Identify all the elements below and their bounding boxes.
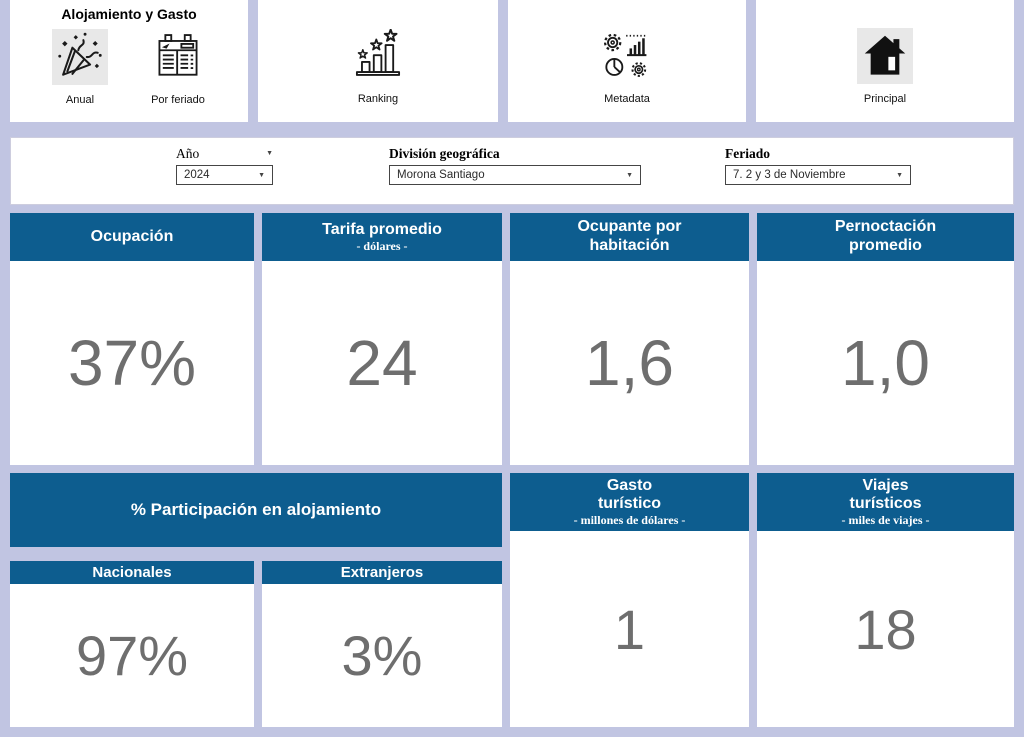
division-slicer-label: División geográfica	[389, 145, 500, 161]
chevron-down-icon: ▼	[626, 171, 633, 179]
participation-value-extranjeros: 3%	[341, 624, 423, 687]
party-popper-icon	[52, 29, 108, 85]
kpi-header-ocupacion: Ocupación	[10, 213, 254, 261]
nav-panel-ranking: Ranking	[258, 0, 498, 122]
participation-header: % Participación en alojamiento	[10, 473, 502, 547]
holiday-slicer: Feriado 7. 2 y 3 de Noviembre ▼	[725, 145, 911, 185]
year-dropdown-value: 2024	[184, 169, 210, 181]
nav-label-metadata: Metadata	[604, 93, 650, 105]
nav-button-por-feriado[interactable]: Por feriado	[150, 29, 206, 106]
holiday-slicer-label: Feriado	[725, 145, 770, 161]
division-slicer: División geográfica Morona Santiago ▼	[389, 145, 641, 185]
kpi-row: Ocupación 37% Tarifa promedio - dólares …	[10, 213, 1014, 465]
chevron-down-icon: ▼	[258, 171, 265, 179]
nav-panel-principal: Principal	[756, 0, 1014, 122]
nav-button-principal[interactable]: Principal	[857, 28, 913, 105]
kpi-card-ocupacion: Ocupación 37%	[10, 213, 254, 465]
holiday-dropdown[interactable]: 7. 2 y 3 de Noviembre ▼	[725, 165, 911, 185]
calendar-board-icon	[150, 29, 206, 85]
nav-button-anual[interactable]: Anual	[52, 29, 108, 106]
nav-label-anual: Anual	[65, 94, 95, 106]
participation-section: % Participación en alojamiento Nacionale…	[10, 473, 502, 727]
kpi-value-gasto-turistico: 1	[613, 597, 646, 661]
participation-grid: Nacionales 97% Extranjeros 3%	[10, 561, 502, 727]
kpi-card-gasto-turistico: Gasto turístico - millones de dólares - …	[510, 473, 749, 727]
division-dropdown[interactable]: Morona Santiago ▼	[389, 165, 641, 185]
participation-value-nacionales: 97%	[75, 624, 189, 687]
chevron-down-icon[interactable]: ▼	[266, 149, 273, 157]
kpi-value-ocupacion: 37%	[67, 327, 197, 399]
gears-charts-icon	[599, 28, 655, 84]
kpi-value-pernoctacion-promedio: 1,0	[841, 327, 930, 399]
filter-bar: Año ▼ 2024 ▼ División geográfica Morona …	[10, 137, 1014, 205]
ranking-bars-stars-icon	[350, 28, 406, 84]
kpi-card-viajes-turisticos: Viajes turísticos - miles de viajes - 18	[757, 473, 1014, 727]
year-slicer: Año ▼ 2024 ▼	[176, 145, 273, 185]
nav-label-principal: Principal	[863, 93, 907, 105]
kpi-value-tarifa-promedio: 24	[346, 327, 418, 399]
division-dropdown-value: Morona Santiago	[397, 169, 485, 181]
home-icon	[857, 28, 913, 84]
nav-buttons-row: Anual	[10, 22, 248, 116]
kpi-header-pernoctacion-promedio: Pernoctación promedio	[757, 213, 1014, 261]
holiday-dropdown-value: 7. 2 y 3 de Noviembre	[733, 169, 846, 181]
nav-label-ranking: Ranking	[357, 93, 399, 105]
chevron-down-icon: ▼	[896, 171, 903, 179]
nav-label-por-feriado: Por feriado	[151, 94, 205, 106]
year-dropdown[interactable]: 2024 ▼	[176, 165, 273, 185]
kpi-card-ocupante-por-habitacion: Ocupante por habitación 1,6	[510, 213, 749, 465]
year-slicer-label: Año ▼	[176, 145, 273, 161]
nav-panel-alojamiento: Alojamiento y Gasto	[10, 0, 248, 122]
bottom-row: % Participación en alojamiento Nacionale…	[10, 473, 1014, 727]
nav-button-ranking[interactable]: Ranking	[350, 28, 406, 105]
participation-label-extranjeros: Extranjeros	[262, 561, 502, 584]
kpi-header-tarifa-promedio: Tarifa promedio - dólares -	[262, 213, 502, 261]
participation-card-extranjeros: Extranjeros 3%	[262, 561, 502, 727]
kpi-header-viajes-turisticos: Viajes turísticos - miles de viajes -	[757, 473, 1014, 531]
kpi-value-ocupante-por-habitacion: 1,6	[585, 327, 674, 399]
nav-button-metadata[interactable]: Metadata	[599, 28, 655, 105]
kpi-card-pernoctacion-promedio: Pernoctación promedio 1,0	[757, 213, 1014, 465]
kpi-header-ocupante-por-habitacion: Ocupante por habitación	[510, 213, 749, 261]
nav-panel-metadata: Metadata	[508, 0, 746, 122]
participation-label-nacionales: Nacionales	[10, 561, 254, 584]
participation-card-nacionales: Nacionales 97%	[10, 561, 254, 727]
nav-bar: Alojamiento y Gasto	[10, 0, 1014, 122]
kpi-header-gasto-turistico: Gasto turístico - millones de dólares -	[510, 473, 749, 531]
kpi-value-viajes-turisticos: 18	[854, 597, 917, 661]
kpi-card-tarifa-promedio: Tarifa promedio - dólares - 24	[262, 213, 502, 465]
page-title: Alojamiento y Gasto	[61, 6, 197, 22]
